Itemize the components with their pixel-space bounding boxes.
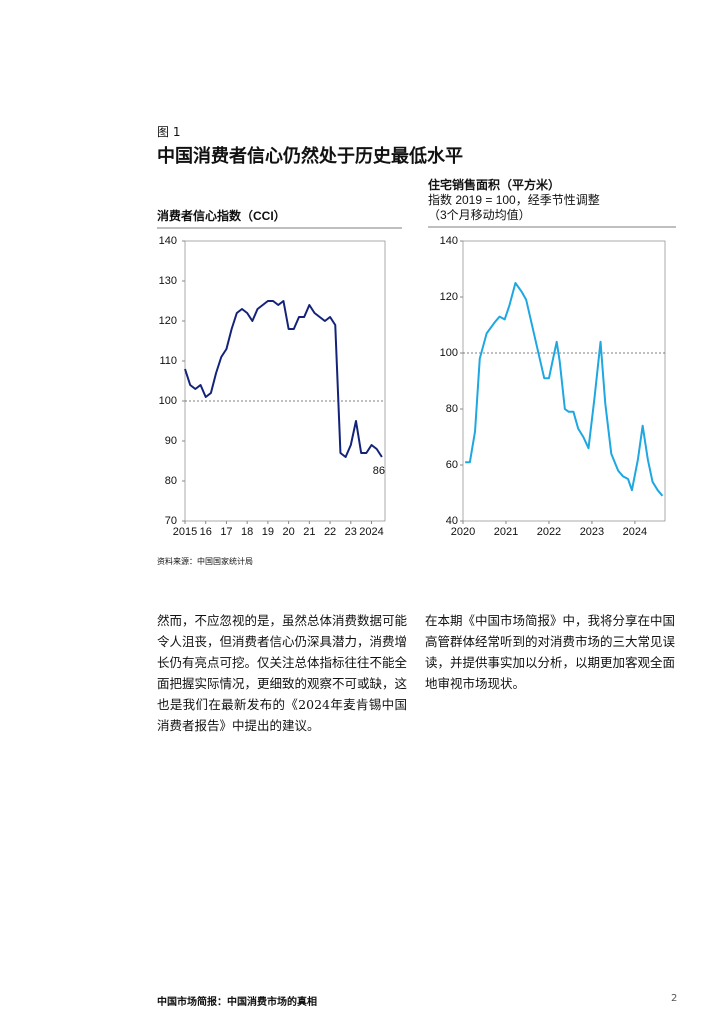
- y-tick-label: 140: [440, 235, 458, 247]
- x-tick-label: 17: [220, 526, 232, 538]
- x-tick-label: 20: [283, 526, 295, 538]
- y-tick-label: 140: [159, 235, 177, 247]
- y-tick-label: 110: [159, 355, 177, 367]
- chart-subtitle: （3个月移动均值）: [428, 207, 531, 222]
- x-tick-label: 2024: [623, 526, 647, 538]
- figure-title: 中国消费者信心仍然处于历史最低水平: [157, 146, 463, 167]
- y-tick-label: 120: [159, 315, 177, 327]
- y-tick-label: 120: [440, 291, 458, 303]
- source: 资料来源：中国国家统计局: [157, 556, 253, 566]
- chart-title: 消费者信心指数（CCI）: [157, 208, 286, 223]
- x-tick-label: 21: [303, 526, 315, 538]
- x-tick-label: 2024: [359, 526, 383, 538]
- y-tick-label: 130: [159, 275, 177, 287]
- page-number: 2: [671, 993, 678, 1004]
- annotation: 86: [373, 465, 385, 477]
- y-tick-label: 100: [159, 395, 177, 407]
- plot-frame: [462, 240, 666, 522]
- x-tick-label: 2020: [451, 526, 475, 538]
- y-tick-label: 70: [165, 515, 177, 527]
- y-tick-label: 40: [446, 515, 458, 527]
- y-tick-label: 60: [446, 459, 458, 471]
- x-tick-label: 2021: [494, 526, 518, 538]
- chart-subtitle: 指数 2019 = 100，经季节性调整: [428, 192, 600, 207]
- y-tick-label: 80: [446, 403, 458, 415]
- charts: 消费者信心指数（CCI） 住宅销售面积（平方米） 指数 2019 = 100，经…: [157, 177, 676, 566]
- y-tick-label: 80: [165, 475, 177, 487]
- y-tick-label: 90: [165, 435, 177, 447]
- y-tick-label: 100: [440, 347, 458, 359]
- x-tick-label: 2015: [173, 526, 197, 538]
- data-line: [465, 282, 664, 497]
- plot-frame: [184, 240, 386, 522]
- paragraph: 在本期《中国市场简报》中，我将分享在中国高管群体经常听到的对消费市场的三大常见误…: [425, 613, 676, 691]
- paragraph: 然而，不应忽视的是，虽然总体消费数据可能令人沮丧，但消费者信心仍深具潜力，消费增…: [157, 613, 408, 733]
- x-tick-label: 16: [200, 526, 212, 538]
- x-tick-label: 18: [241, 526, 253, 538]
- x-tick-label: 2022: [537, 526, 561, 538]
- footer-text: 中国市场简报：中国消费市场的真相: [157, 997, 317, 1008]
- x-tick-label: 19: [262, 526, 274, 538]
- chart-title: 住宅销售面积（平方米）: [428, 177, 560, 192]
- x-tick-label: 23: [345, 526, 357, 538]
- figure-label: 图 1: [157, 125, 181, 139]
- x-tick-label: 2023: [580, 526, 604, 538]
- x-tick-label: 22: [324, 526, 336, 538]
- data-line: [184, 300, 383, 458]
